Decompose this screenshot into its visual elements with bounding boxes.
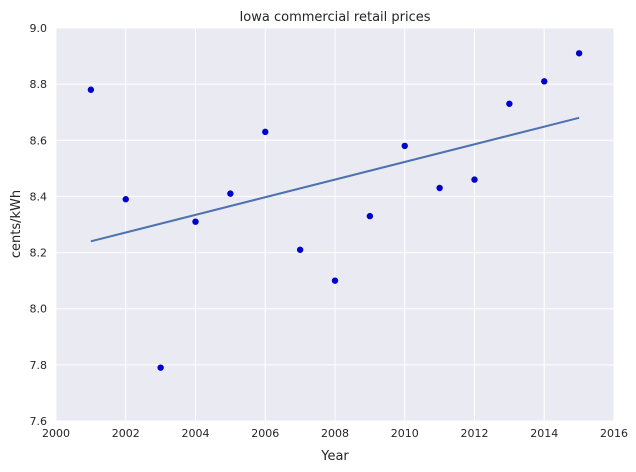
y-tick-label: 9.0 xyxy=(30,22,48,35)
grid xyxy=(55,27,615,422)
y-axis-ticks: 7.6 7.8 8.0 8.2 8.4 8.6 8.8 9.0 xyxy=(30,22,48,428)
x-tick-label: 2014 xyxy=(530,427,558,440)
x-tick-label: 2004 xyxy=(182,427,210,440)
x-tick-label: 2010 xyxy=(391,427,419,440)
y-tick-label: 8.4 xyxy=(30,190,48,203)
y-tick-label: 8.6 xyxy=(30,134,48,147)
data-point xyxy=(471,176,478,183)
data-point xyxy=(296,246,304,253)
x-axis-ticks: 2000 2002 2004 2006 2008 2010 2012 2014 2016 xyxy=(42,427,628,440)
data-point xyxy=(366,212,374,220)
x-tick-label: 2002 xyxy=(112,427,140,440)
y-tick-label: 8.0 xyxy=(30,303,48,316)
data-point xyxy=(157,364,164,371)
data-point xyxy=(192,218,199,225)
y-tick-label: 8.8 xyxy=(30,78,48,91)
y-tick-label: 7.6 xyxy=(30,415,48,428)
trend-line xyxy=(90,116,580,243)
y-tick-label: 7.8 xyxy=(30,359,48,372)
data-point xyxy=(575,50,583,57)
scatter-points xyxy=(87,50,583,371)
data-point xyxy=(331,277,339,284)
data-point xyxy=(541,78,548,85)
data-point xyxy=(436,184,443,192)
x-tick-label: 2006 xyxy=(251,427,279,440)
y-tick-label: 8.2 xyxy=(30,247,48,260)
chart-title: Iowa commercial retail prices xyxy=(239,10,430,25)
data-point xyxy=(227,190,234,197)
x-tick-label: 2000 xyxy=(42,427,70,440)
y-axis-label: cents/kWh xyxy=(9,190,24,258)
data-point xyxy=(262,128,269,136)
x-tick-label: 2012 xyxy=(461,427,489,440)
data-point xyxy=(122,196,129,203)
x-axis-label: Year xyxy=(320,449,349,464)
data-point xyxy=(401,142,408,150)
x-tick-label: 2008 xyxy=(321,427,349,440)
data-point xyxy=(87,86,95,93)
trend-line-group xyxy=(90,116,580,243)
x-tick-label: 2016 xyxy=(600,427,628,440)
data-point xyxy=(506,100,513,107)
